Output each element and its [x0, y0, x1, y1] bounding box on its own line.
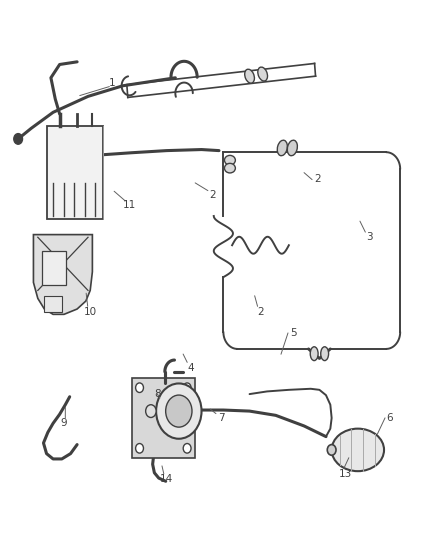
Circle shape: [14, 134, 22, 144]
Text: 7: 7: [218, 413, 225, 423]
Text: 4: 4: [187, 362, 194, 373]
Circle shape: [183, 383, 191, 392]
Circle shape: [183, 443, 191, 453]
Ellipse shape: [224, 156, 235, 165]
FancyBboxPatch shape: [42, 251, 66, 285]
Circle shape: [136, 443, 144, 453]
Text: 2: 2: [257, 306, 264, 317]
FancyBboxPatch shape: [132, 378, 195, 458]
Polygon shape: [33, 235, 92, 314]
Ellipse shape: [287, 140, 297, 156]
FancyBboxPatch shape: [44, 296, 62, 312]
Ellipse shape: [277, 140, 287, 156]
Ellipse shape: [245, 69, 254, 83]
Text: 9: 9: [61, 418, 67, 429]
Text: 8: 8: [155, 389, 161, 399]
Text: 6: 6: [386, 413, 392, 423]
Ellipse shape: [310, 347, 318, 361]
Ellipse shape: [332, 429, 384, 471]
Text: 13: 13: [339, 469, 352, 479]
Text: 1: 1: [109, 78, 115, 88]
Text: 5: 5: [290, 328, 297, 338]
Text: 14: 14: [160, 474, 173, 484]
Text: 10: 10: [84, 306, 97, 317]
Text: 2: 2: [209, 190, 216, 200]
FancyBboxPatch shape: [46, 126, 103, 219]
Circle shape: [156, 383, 201, 439]
Circle shape: [136, 383, 144, 392]
Circle shape: [327, 445, 336, 455]
Ellipse shape: [224, 164, 235, 173]
Ellipse shape: [321, 347, 328, 361]
Circle shape: [166, 395, 192, 427]
Text: 11: 11: [123, 200, 136, 211]
Circle shape: [146, 405, 156, 417]
Text: 3: 3: [366, 232, 373, 243]
Ellipse shape: [258, 67, 268, 81]
Text: 2: 2: [314, 174, 321, 184]
